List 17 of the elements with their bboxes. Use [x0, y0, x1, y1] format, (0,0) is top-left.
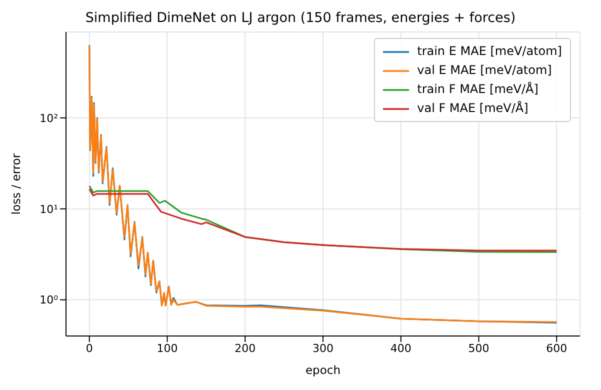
legend-label: val E MAE [meV/atom] [417, 62, 552, 79]
x-tick-label: 500 [468, 342, 490, 355]
x-tick-label: 100 [156, 342, 178, 355]
x-tick-label: 200 [234, 342, 256, 355]
y-tick-label: 10⁰ [40, 294, 59, 307]
legend-label: train F MAE [meV/Å] [417, 80, 538, 98]
y-axis-title: loss / error [9, 153, 24, 215]
y-tick-label: 10² [40, 112, 58, 125]
legend-label: train E MAE [meV/atom] [417, 43, 562, 60]
x-axis-title: epoch [305, 363, 341, 377]
legend-label: val F MAE [meV/Å] [417, 100, 528, 117]
x-tick-label: 300 [312, 342, 334, 355]
chart-title: Simplified DimeNet on LJ argon (150 frames, energies + forces) [84, 9, 517, 28]
x-tick-label: 0 [86, 342, 93, 355]
x-tick-label: 600 [546, 342, 568, 355]
x-tick-label: 400 [390, 342, 412, 355]
y-tick-label: 10¹ [40, 202, 58, 216]
